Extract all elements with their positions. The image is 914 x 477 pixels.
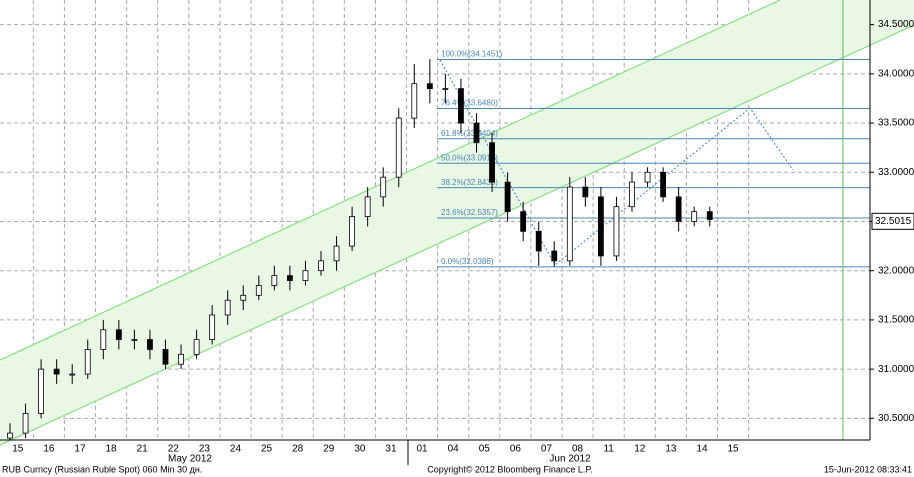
footer-center: Copyright© 2012 Bloomberg Finance L.P. xyxy=(427,464,593,474)
x-tick-label: 31 xyxy=(385,444,397,455)
candle-body xyxy=(147,339,153,350)
x-tick-label: 15 xyxy=(728,444,740,455)
candle-body xyxy=(380,176,387,198)
x-tick-label: 18 xyxy=(106,444,118,455)
candle-body xyxy=(333,245,340,262)
x-tick-label: 23 xyxy=(199,444,211,455)
fib-label: 50.0%(33.0919) xyxy=(441,153,498,162)
x-tick-label: 07 xyxy=(541,444,553,455)
candle-body xyxy=(458,88,464,124)
x-tick-label: 15 xyxy=(12,444,24,455)
candle-body xyxy=(364,196,371,217)
candle-body xyxy=(411,83,418,119)
channel-band xyxy=(0,0,914,445)
candle-body xyxy=(613,206,620,257)
candle-body xyxy=(224,299,231,316)
candle-body xyxy=(84,349,91,375)
x-tick-label: 11 xyxy=(603,444,614,455)
fib-label: 76.4%(33.6480) xyxy=(441,99,498,108)
candle-body xyxy=(255,285,262,296)
x-tick-label: 08 xyxy=(572,444,584,455)
x-tick-label: 05 xyxy=(479,444,491,455)
candle-body xyxy=(178,353,184,365)
y-tick-label: 33.5000 xyxy=(878,118,914,129)
x-tick-label: 06 xyxy=(510,444,522,455)
month-label: Jun 2012 xyxy=(549,454,591,465)
y-tick-label: 31.0000 xyxy=(878,364,914,375)
candle-body xyxy=(240,294,247,301)
candle-body xyxy=(442,88,449,90)
x-tick-label: 04 xyxy=(448,444,460,455)
candle-body xyxy=(504,181,511,213)
x-tick-label: 24 xyxy=(230,444,242,455)
candle-body xyxy=(660,171,666,198)
month-label: May 2012 xyxy=(168,454,212,465)
fib-label: 38.2%(32.8433) xyxy=(441,178,498,187)
candle-body xyxy=(349,216,356,247)
candle-body xyxy=(489,142,495,183)
x-tick-label: 16 xyxy=(43,444,55,455)
candle-body xyxy=(131,339,138,341)
y-tick-label: 34.0000 xyxy=(878,68,914,79)
trend-line xyxy=(439,59,794,266)
y-tick-label: 33.0000 xyxy=(878,167,914,178)
candle-body xyxy=(426,83,433,89)
candle-body xyxy=(644,171,651,183)
x-tick-label: 01 xyxy=(417,444,429,455)
candle-body xyxy=(582,186,589,198)
candle-body xyxy=(691,211,698,222)
y-tick-label: 34.5000 xyxy=(878,19,914,30)
candle-body xyxy=(286,275,293,281)
fib-label: 23.6%(32.5357) xyxy=(441,208,498,217)
fib-label: 100.0%(34.1451) xyxy=(441,50,503,59)
y-tick-label: 30.5000 xyxy=(878,413,914,424)
candle-body xyxy=(209,314,216,340)
candle-body xyxy=(53,368,60,375)
fib-label: 61.8%(33.3404) xyxy=(441,129,498,138)
fib-label: 0.0%(32.0386) xyxy=(441,257,494,266)
candle-body xyxy=(162,349,169,365)
candle-body xyxy=(318,260,324,272)
candle-body xyxy=(7,432,13,439)
candle-body xyxy=(675,196,682,222)
x-tick-label: 25 xyxy=(261,444,273,455)
plot: 100.0%(34.1451) 76.4%(33.6480) 61.8%(33.34… xyxy=(7,50,870,440)
footer-left: RUB Curncy (Russian Ruble Spot) 060 Min … xyxy=(2,464,202,474)
x-tick-label: 28 xyxy=(292,444,304,455)
x-tick-label: 13 xyxy=(665,444,677,455)
y-tick-label: 31.5000 xyxy=(878,315,914,326)
candle-body xyxy=(473,122,480,144)
candle-body xyxy=(395,117,402,178)
candle-body xyxy=(706,211,713,220)
candle-body xyxy=(69,373,76,376)
channel-line xyxy=(0,24,914,446)
candle-body xyxy=(520,211,527,232)
candle-body xyxy=(535,230,542,252)
footer-right: 15-Jun-2012 08:33:41 xyxy=(824,464,912,474)
candle-body xyxy=(302,270,309,281)
candle-body xyxy=(271,275,278,286)
candle-body xyxy=(22,413,29,434)
candle-body xyxy=(100,329,107,350)
x-tick-label: 12 xyxy=(634,444,646,455)
x-tick-label: 29 xyxy=(323,444,335,455)
last-price-box xyxy=(871,212,914,230)
x-tick-label: 14 xyxy=(696,444,708,455)
x-tick-label: 22 xyxy=(168,444,180,455)
candle-body xyxy=(38,368,44,414)
x-tick-label: 21 xyxy=(137,444,149,455)
candle-body xyxy=(566,186,573,262)
candle-body xyxy=(115,329,122,340)
y-tick-label: 32.0000 xyxy=(878,265,914,276)
x-tick-label: 17 xyxy=(74,444,86,455)
last-price-label: 32.5015 xyxy=(875,216,912,227)
candle-body xyxy=(193,339,200,355)
x-tick-label: 30 xyxy=(354,444,366,455)
candle-body xyxy=(551,250,558,262)
candle-body xyxy=(598,196,604,257)
candle-body xyxy=(629,181,635,208)
